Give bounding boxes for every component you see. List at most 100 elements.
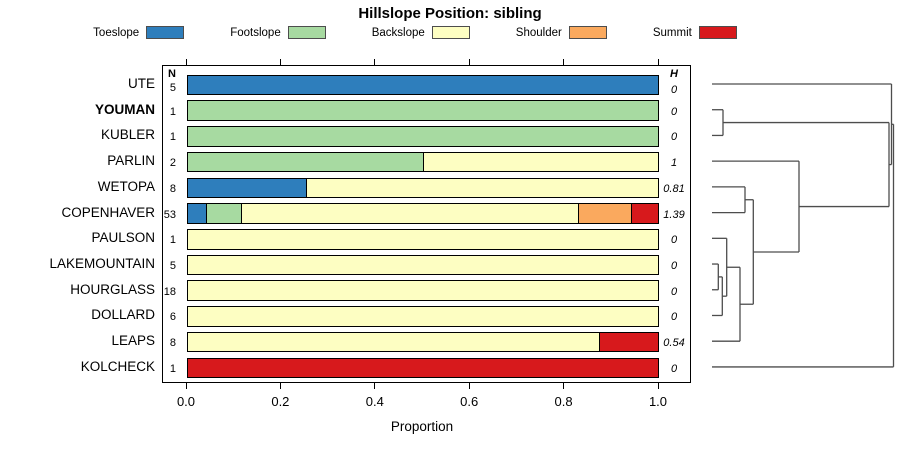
legend-item-toeslope: Toeslope <box>93 26 185 39</box>
x-tick-top <box>279 59 281 65</box>
h-value: 0 <box>670 311 678 324</box>
x-tick-bottom <box>374 383 376 389</box>
legend-item-shoulder: Shoulder <box>516 26 607 39</box>
row-label: YOUMAN <box>95 101 155 117</box>
x-tick-bottom <box>279 383 281 389</box>
n-value: 2 <box>169 157 176 170</box>
legend-label: Backslope <box>371 26 425 39</box>
n-value: 1 <box>169 362 176 375</box>
legend-swatch-icon <box>698 26 737 39</box>
bar-row <box>187 203 659 224</box>
row-label: PARLIN <box>107 153 155 169</box>
bar-segment-backslope <box>241 204 579 223</box>
bar-segment-toeslope <box>188 204 206 223</box>
bar-segment-shoulder <box>578 204 632 223</box>
bar-segment-backslope <box>188 281 658 301</box>
bar-row <box>187 151 659 173</box>
x-tick-label: 0.4 <box>365 394 384 409</box>
bar-segment-toeslope <box>188 75 658 95</box>
bar-segment-summit <box>188 358 658 378</box>
row-label: WETOPA <box>97 178 155 194</box>
row-label: DOLLARD <box>91 307 155 323</box>
row-label: KOLCHECK <box>80 358 155 374</box>
x-tick-bottom <box>185 383 187 389</box>
bar-segment-toeslope <box>188 178 306 198</box>
bar-row <box>187 100 659 121</box>
n-value: 1 <box>169 234 176 247</box>
bar-row <box>187 254 659 276</box>
legend: Toeslope Footslope Backslope Shoulder Summit <box>0 26 830 39</box>
bar-row <box>187 229 659 250</box>
row-label: LAKEMOUNTAIN <box>49 256 155 272</box>
legend-item-backslope: Backslope <box>372 26 470 39</box>
bar-row <box>187 74 659 96</box>
x-tick-top <box>468 59 470 65</box>
legend-swatch-icon <box>431 26 470 39</box>
h-value: 0 <box>670 285 678 298</box>
legend-item-summit: Summit <box>653 26 737 39</box>
h-value: 0 <box>670 84 678 96</box>
x-tick-label: 0.8 <box>554 394 573 409</box>
bar-segment-backslope <box>305 178 658 198</box>
bar-segment-backslope <box>188 255 658 275</box>
n-value: 8 <box>169 182 176 195</box>
row-label: HOURGLASS <box>70 281 155 297</box>
bar-row <box>187 126 659 147</box>
legend-swatch-icon <box>568 26 607 39</box>
x-tick-top <box>563 59 565 65</box>
h-value: 1.39 <box>663 208 685 221</box>
x-tick-top <box>374 59 376 65</box>
legend-swatch-icon <box>146 26 185 39</box>
legend-label: Shoulder <box>515 26 562 39</box>
n-value: 6 <box>169 311 176 324</box>
h-value: 0.81 <box>663 182 685 195</box>
bar-row <box>187 331 659 353</box>
n-value: 18 <box>163 285 176 298</box>
row-label: COPENHAVER <box>61 204 155 220</box>
row-label: UTE <box>128 76 155 91</box>
h-value: 0 <box>670 234 678 247</box>
bar-segment-backslope <box>188 332 600 352</box>
h-value: 0 <box>670 105 678 118</box>
x-tick-label: 0.0 <box>176 394 196 409</box>
x-tick-bottom <box>563 383 565 389</box>
n-value: 5 <box>169 82 176 94</box>
h-value: 0.54 <box>663 337 685 350</box>
bar-segment-backslope <box>188 230 658 249</box>
h-column-header: H <box>670 68 678 80</box>
n-column-header: N <box>168 68 176 80</box>
bar-segment-summit <box>631 204 658 223</box>
n-value: 1 <box>169 105 176 118</box>
h-value: 0 <box>670 131 678 144</box>
row-label: PAULSON <box>91 230 155 246</box>
row-label: KUBLER <box>100 127 155 143</box>
x-tick-bottom <box>468 383 470 389</box>
n-value: 5 <box>169 260 176 273</box>
row-label: LEAPS <box>111 333 155 349</box>
bar-segment-backslope <box>188 307 658 326</box>
legend-item-footslope: Footslope <box>230 26 326 39</box>
h-value: 1 <box>670 157 678 170</box>
n-value: 8 <box>169 337 176 350</box>
bar-row <box>187 177 659 199</box>
x-tick-bottom <box>657 383 659 389</box>
legend-swatch-icon <box>287 26 326 39</box>
legend-label: Footslope <box>230 26 281 39</box>
plot-panel: N H 5 0 1 0 1 0 2 1 8 0.81 53 1.39 1 0 5 0 18 0 6 0 8 0.54 1 0 <box>162 65 691 383</box>
h-value: 0 <box>670 260 678 273</box>
x-tick-label: 0.2 <box>271 394 290 409</box>
h-value: 0 <box>670 362 678 375</box>
bar-segment-backslope <box>423 152 658 172</box>
bar-row <box>187 306 659 327</box>
bar-segment-footslope <box>205 204 242 223</box>
x-tick-top <box>657 59 659 65</box>
x-tick-label: 1.0 <box>648 394 668 409</box>
bar-row <box>187 280 659 302</box>
chart-title: Hillslope Position: sibling <box>358 5 542 22</box>
bar-segment-footslope <box>188 152 423 172</box>
n-value: 1 <box>169 131 176 144</box>
n-value: 53 <box>163 208 176 221</box>
x-axis-title: Proportion <box>390 419 454 434</box>
x-tick-label: 0.6 <box>460 394 479 409</box>
